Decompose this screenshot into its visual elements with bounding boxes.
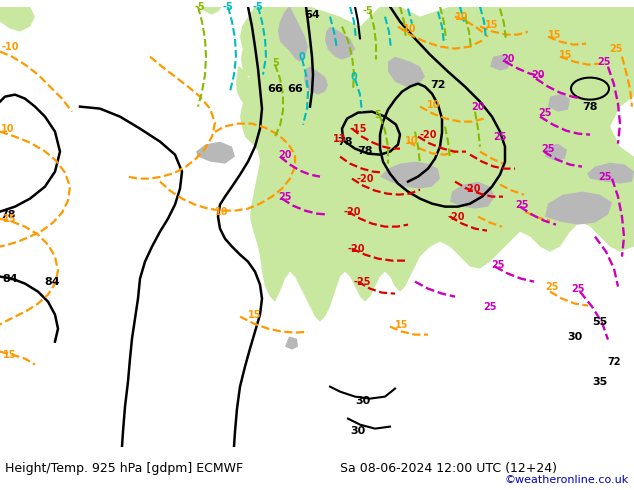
Text: 5: 5 (273, 58, 280, 68)
Text: -20: -20 (347, 244, 365, 254)
Text: 72: 72 (430, 80, 446, 90)
Text: -15: -15 (349, 123, 366, 134)
Text: 55: 55 (592, 317, 607, 327)
Text: 13: 13 (333, 134, 347, 144)
Text: 78: 78 (0, 210, 16, 220)
Text: 15: 15 (249, 310, 262, 319)
Text: 20: 20 (501, 53, 515, 64)
Text: 78: 78 (337, 137, 353, 147)
Text: -20: -20 (343, 207, 361, 217)
Text: 25: 25 (541, 144, 555, 154)
Text: 66: 66 (287, 84, 303, 94)
Text: 78: 78 (582, 101, 598, 112)
Text: 64: 64 (304, 10, 320, 20)
Text: 10: 10 (405, 136, 418, 146)
Text: 15: 15 (395, 319, 409, 330)
Text: 10: 10 (403, 24, 417, 34)
Text: 15: 15 (548, 29, 562, 40)
Text: 10: 10 (455, 12, 469, 22)
Text: 25: 25 (545, 282, 559, 292)
Text: 20: 20 (471, 101, 485, 112)
Text: 0: 0 (351, 72, 358, 82)
Text: 30: 30 (356, 395, 371, 406)
Text: 25: 25 (598, 172, 612, 182)
Text: -20: -20 (419, 130, 437, 140)
Text: 0: 0 (299, 51, 306, 62)
Text: 25: 25 (278, 192, 292, 201)
Text: -20: -20 (447, 212, 465, 221)
Text: -25: -25 (353, 277, 371, 287)
Text: 10: 10 (427, 99, 441, 110)
Text: 25: 25 (491, 260, 505, 270)
Text: -20: -20 (356, 173, 374, 184)
Text: 84: 84 (44, 277, 60, 287)
Text: -5: -5 (195, 1, 205, 12)
Text: 25: 25 (609, 44, 623, 53)
Text: 66: 66 (267, 84, 283, 94)
Text: 72: 72 (607, 357, 621, 367)
Text: -5: -5 (223, 1, 233, 12)
Text: 5: 5 (375, 110, 382, 120)
Text: 84: 84 (2, 273, 18, 284)
Text: 35: 35 (592, 377, 607, 387)
Text: Sa 08-06-2024 12:00 UTC (12+24): Sa 08-06-2024 12:00 UTC (12+24) (340, 462, 557, 475)
Text: ©weatheronline.co.uk: ©weatheronline.co.uk (505, 475, 629, 485)
Text: -5: -5 (363, 5, 373, 16)
Text: 25: 25 (493, 132, 507, 142)
Text: 25: 25 (515, 199, 529, 210)
Text: 10: 10 (1, 123, 15, 134)
Text: 15: 15 (559, 49, 573, 60)
Text: 25: 25 (538, 108, 552, 118)
Text: 78: 78 (357, 146, 373, 156)
Text: 20: 20 (531, 70, 545, 80)
Text: Height/Temp. 925 hPa [gdpm] ECMWF: Height/Temp. 925 hPa [gdpm] ECMWF (5, 462, 243, 475)
Text: 15: 15 (3, 350, 16, 360)
Text: 15: 15 (3, 214, 16, 223)
Text: -5: -5 (252, 1, 263, 12)
Text: 30: 30 (351, 426, 366, 436)
Text: 15: 15 (485, 20, 499, 29)
Text: -20: -20 (463, 184, 481, 194)
Text: 25: 25 (483, 302, 497, 312)
Text: -10: -10 (1, 42, 19, 51)
Text: 30: 30 (567, 332, 583, 342)
Text: 25: 25 (597, 57, 611, 67)
Text: 20: 20 (278, 149, 292, 160)
Text: 10: 10 (216, 207, 229, 217)
Text: 25: 25 (571, 284, 585, 294)
